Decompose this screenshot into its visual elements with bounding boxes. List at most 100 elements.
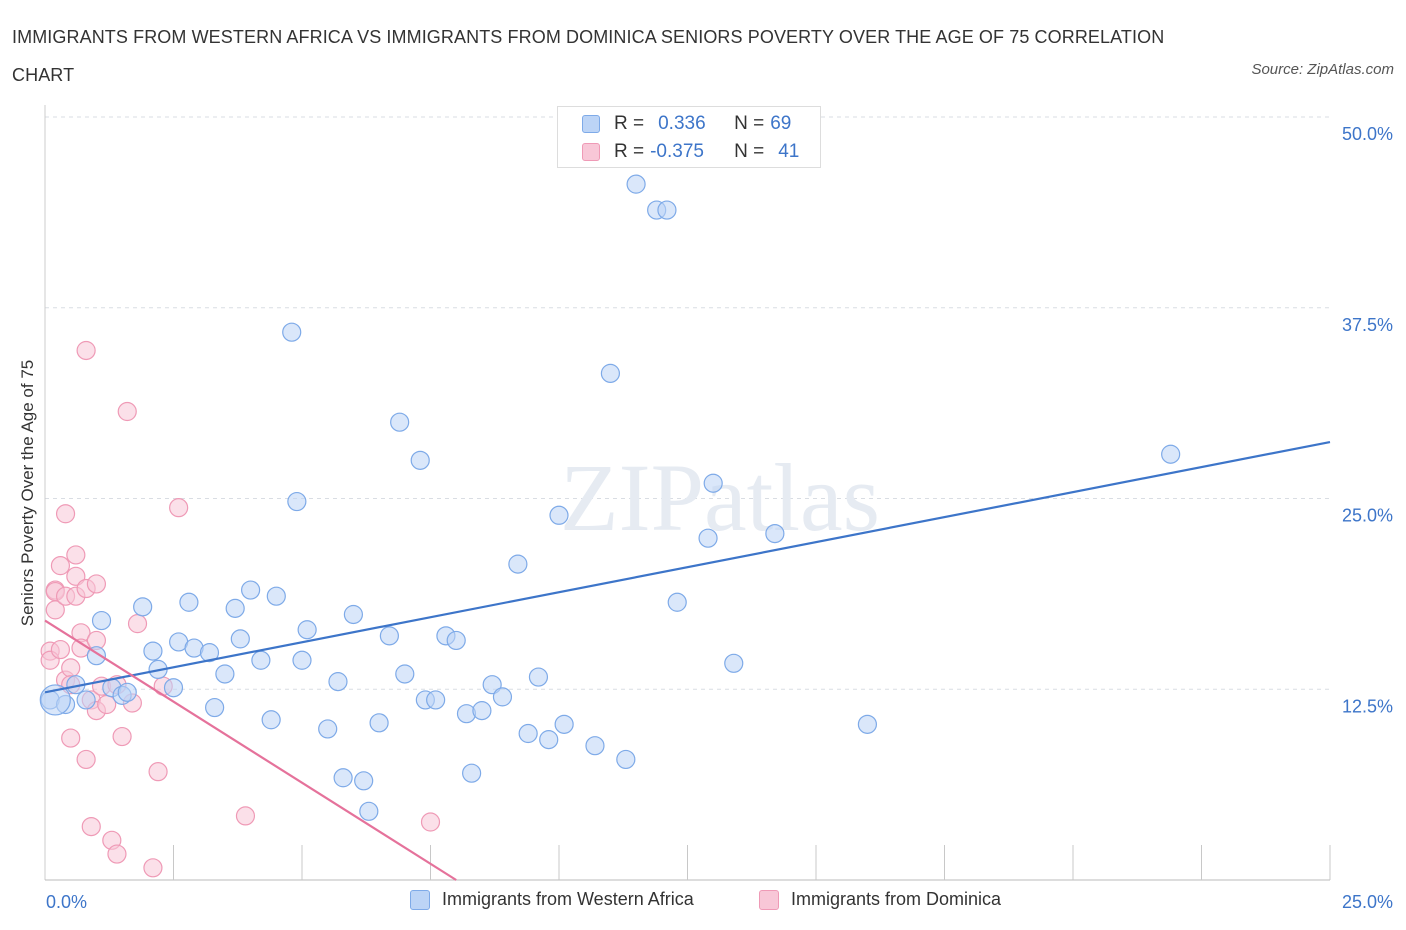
point-dominica xyxy=(148,762,168,782)
point-western-africa xyxy=(369,713,389,733)
point-western-africa xyxy=(354,771,374,791)
point-dominica xyxy=(76,340,96,361)
point-western-africa xyxy=(251,650,271,670)
legend-swatch-pink xyxy=(582,143,600,161)
point-western-africa xyxy=(626,174,646,194)
legend-swatch-pink xyxy=(759,889,779,910)
point-dominica xyxy=(117,401,137,422)
point-western-africa xyxy=(292,650,312,670)
point-western-africa xyxy=(359,801,379,821)
point-western-africa xyxy=(215,664,235,684)
point-western-africa xyxy=(241,580,261,600)
point-dominica xyxy=(50,639,71,660)
point-western-africa xyxy=(261,710,281,730)
point-dominica xyxy=(127,614,148,634)
point-western-africa xyxy=(698,528,718,548)
point-western-africa xyxy=(297,620,317,640)
point-western-africa xyxy=(703,473,723,493)
point-western-africa xyxy=(765,523,785,544)
point-western-africa xyxy=(143,641,163,661)
chart-title: IMMIGRANTS FROM WESTERN AFRICA VS IMMIGR… xyxy=(12,27,1165,85)
point-dominica xyxy=(81,816,101,837)
r-value: -0.375 xyxy=(650,141,704,162)
point-western-africa xyxy=(410,450,430,470)
y-axis-label: Seniors Poverty Over the Age of 75 xyxy=(18,359,37,627)
point-western-africa xyxy=(91,610,112,631)
point-western-africa xyxy=(539,730,559,750)
point-western-africa xyxy=(205,697,225,718)
point-dominica xyxy=(66,545,86,565)
point-western-africa xyxy=(266,586,286,606)
tick-labels: 12.5% 25.0% 37.5% 50.0% 0.0% 25.0% xyxy=(46,124,1393,912)
legend-swatch-blue xyxy=(410,889,430,910)
point-western-africa xyxy=(508,554,528,574)
point-western-africa xyxy=(482,675,502,695)
point-western-africa xyxy=(1161,444,1181,464)
point-western-africa xyxy=(492,687,513,707)
point-western-africa xyxy=(287,491,307,512)
point-dominica xyxy=(86,574,107,594)
point-western-africa xyxy=(179,592,199,612)
point-western-africa xyxy=(163,678,184,698)
series-dominica-points xyxy=(40,340,441,878)
point-western-africa xyxy=(600,363,621,383)
point-dominica xyxy=(235,806,256,826)
legend-label: Immigrants from Western Africa xyxy=(442,889,694,909)
r-value: 0.336 xyxy=(658,113,706,134)
point-western-africa xyxy=(333,768,353,788)
point-western-africa xyxy=(328,672,348,692)
point-dominica xyxy=(112,726,132,747)
n-value: 41 xyxy=(778,141,800,162)
point-western-africa xyxy=(724,653,744,673)
point-dominica xyxy=(107,844,127,864)
y-tick-label: 37.5% xyxy=(1342,315,1393,335)
point-western-africa xyxy=(462,763,482,783)
n-label: N = xyxy=(734,141,765,162)
point-western-africa xyxy=(472,701,492,721)
trend-lines xyxy=(44,440,1331,881)
point-western-africa xyxy=(426,690,446,710)
point-western-africa xyxy=(76,690,96,710)
point-western-africa xyxy=(133,597,153,617)
legend-label: Immigrants from Dominica xyxy=(791,889,1002,909)
point-dominica xyxy=(76,749,96,770)
trend-line-dominica xyxy=(44,619,457,881)
point-western-africa xyxy=(282,322,302,342)
legend-item-western-africa: Immigrants from Western Africa xyxy=(410,889,694,910)
stats-legend: R = 0.336 N = 69 R = -0.375 N = 41 xyxy=(557,106,821,168)
point-western-africa xyxy=(446,630,466,651)
point-dominica xyxy=(61,728,81,748)
watermark: ZIPatlas xyxy=(560,444,880,551)
point-dominica xyxy=(420,812,441,832)
point-western-africa xyxy=(456,704,477,724)
r-label: R = xyxy=(614,113,645,134)
r-label: R = xyxy=(614,141,645,162)
point-western-africa xyxy=(616,749,636,770)
legend-swatch-blue xyxy=(582,115,600,133)
y-tick-label: 12.5% xyxy=(1342,696,1393,716)
point-western-africa xyxy=(528,667,549,687)
point-western-africa xyxy=(225,598,245,618)
point-western-africa xyxy=(657,200,677,220)
point-western-africa xyxy=(343,604,363,625)
point-western-africa xyxy=(518,723,538,744)
point-dominica xyxy=(143,858,163,878)
source-label: Source: ZipAtlas.com xyxy=(1251,61,1394,78)
point-western-africa xyxy=(549,505,569,525)
stats-row-dominica: R = -0.375 N = 41 xyxy=(582,140,799,164)
point-western-africa xyxy=(585,736,605,756)
y-tick-label: 50.0% xyxy=(1342,124,1393,144)
point-western-africa xyxy=(117,682,137,702)
y-tick-label: 25.0% xyxy=(1342,506,1393,526)
stats-row-western-africa: R = 0.336 N = 69 xyxy=(582,112,791,136)
x-tick-label: 0.0% xyxy=(46,892,87,912)
x-tick-label: 25.0% xyxy=(1342,892,1393,912)
point-dominica xyxy=(169,498,189,518)
point-western-africa xyxy=(554,714,574,734)
point-western-africa xyxy=(318,719,338,739)
point-western-africa xyxy=(379,626,399,646)
point-dominica xyxy=(50,556,71,576)
point-western-africa xyxy=(857,714,878,734)
n-value: 69 xyxy=(770,113,792,134)
